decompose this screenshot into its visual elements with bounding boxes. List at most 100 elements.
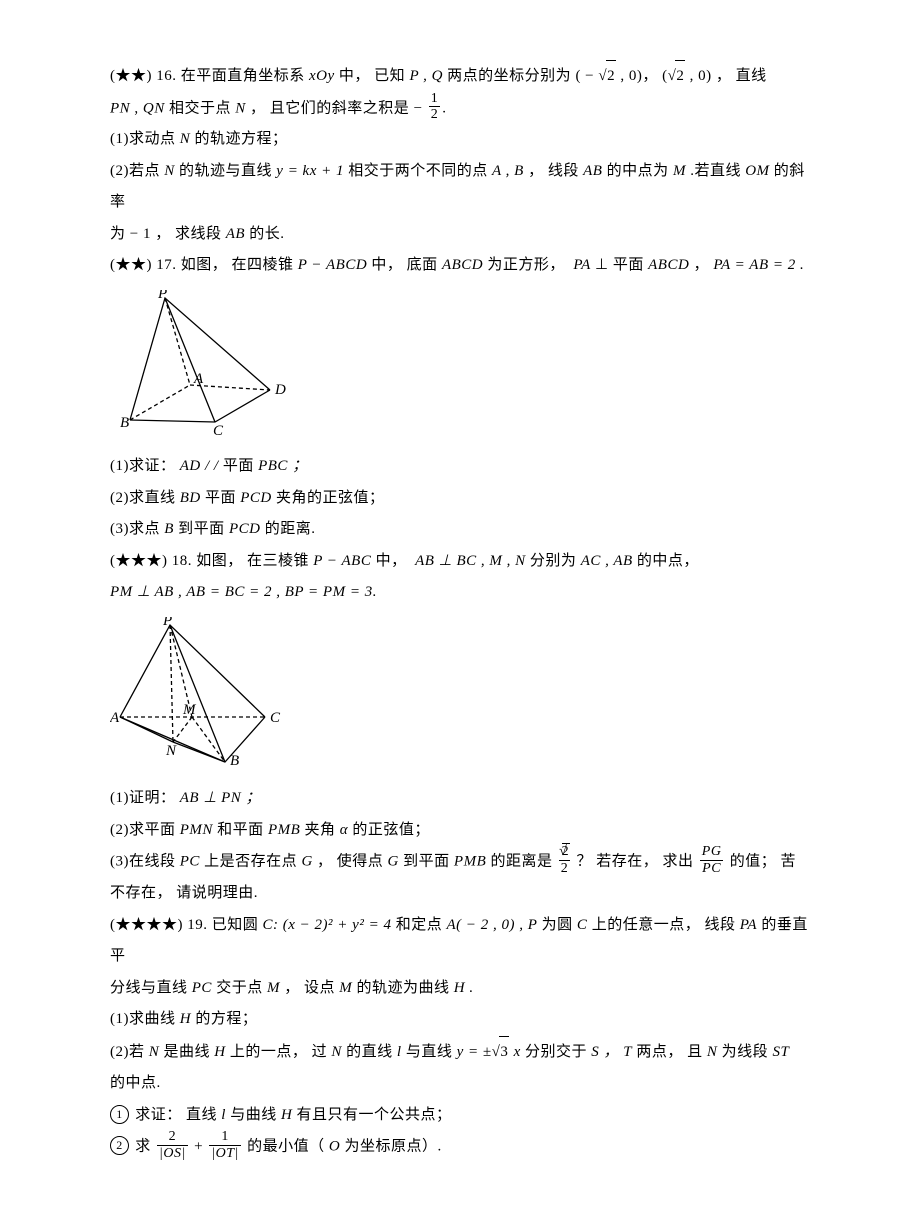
t: 的方程； [195,1011,257,1027]
num: 2 [157,1129,188,1144]
math-n: N [149,1044,160,1060]
fig18-M: M [182,702,197,718]
t: 的轨迹与直线 [179,163,276,179]
math-n: N [180,131,191,147]
math-ad: AD / / [180,458,219,474]
num: 1 [429,91,441,106]
t: 中， 底面 [371,257,442,273]
math-h: H . [454,980,474,996]
t: 两点， 且 [636,1044,707,1060]
t: 平面 [205,490,240,506]
fig17-A: A [193,371,204,387]
fig18-N: N [165,743,177,759]
math-ceq: : (x − 2)² + y² = 4 [273,917,391,933]
den: 2 [559,860,571,876]
t: 不存在， 请说明理由. [110,885,258,901]
rad: 2 [606,60,616,93]
circled-2: 2 [110,1136,129,1155]
math-c: C [577,917,588,933]
math-bd: BD [180,490,201,506]
q16-line1: (★★) 16. 在平面直角坐标系 xOy 中， 已知 P , Q 两点的坐标分… [110,60,820,93]
q19-line2: 分线与直线 PC 交于点 M ， 设点 M 的轨迹为曲线 H . [110,973,820,1005]
q17-figure: P A B C D [110,290,820,448]
q16-p1: (1)求动点 N 的轨迹方程； [110,124,820,156]
math-h: H [281,1107,292,1123]
t: 分别交于 [525,1044,591,1060]
math-a: A( − 2 , 0) , P [446,917,537,933]
t: 到平面 [403,854,454,870]
fig17-P: P [157,290,167,302]
q19-line1: (★★★★) 19. 已知圆 C: (x − 2)² + y² = 4 和定点 … [110,910,820,973]
t: 的中点， [637,553,699,569]
t: 上是否存在点 [204,854,301,870]
t: 为坐标原点）. [345,1138,442,1154]
den: |OS| [157,1145,188,1161]
q16-line2: PN , QN 相交于点 N ， 且它们的斜率之积是 − 12. [110,93,820,125]
t: 在平面直角坐标系 [181,68,309,84]
rad: 2 [675,60,685,93]
math-pmb: PMB [454,854,486,870]
t: 的直线 [346,1044,397,1060]
num: PG [700,844,724,859]
q17-p3: (3)求点 B 到平面 PCD 的距离. [110,514,820,546]
math-pmb: PMB [268,822,300,838]
t: (1)证明： [110,790,180,806]
t: 为线段 [722,1044,773,1060]
q19-p2: (2)若 N 是曲线 H 上的一点， 过 N 的直线 l 与直线 y = ±3 … [110,1036,820,1069]
math-abbc: AB ⊥ BC , M , N [415,553,526,569]
t: ， 且它们的斜率之积是 [250,100,414,116]
math-n: N [331,1044,342,1060]
q19-stars: (★★★★) 19. [110,917,212,933]
math-pcseg: PC [192,980,212,996]
math-pc: PC [180,854,200,870]
math-pbc: PBC ； [258,458,308,474]
t: 夹角 [305,822,340,838]
t: 与直线 [406,1044,457,1060]
math-om: OM [745,163,769,179]
t: 中， 已知 [339,68,410,84]
t: ？ 若存在， 求出 [577,854,698,870]
fig17-C: C [213,423,224,435]
math-alpha: α [340,822,348,838]
t: 有且只有一个公共点； [297,1107,452,1123]
math-xoy: xOy [309,68,335,84]
math-abcd: ABCD [442,257,483,273]
t: (1)求动点 [110,131,180,147]
math-stseg: ST [772,1044,789,1060]
t: (2)求平面 [110,822,180,838]
math-abseg: AB [583,163,602,179]
q18-line2: PM ⊥ AB , AB = BC = 2 , BP = PM = 3. [110,577,820,609]
t: .若直线 [690,163,745,179]
math-paseg: PA [740,917,757,933]
t: 上的任意一点， 线段 [592,917,740,933]
t: 分线与直线 [110,980,192,996]
t: 中， [376,553,407,569]
q16-stars: (★★) 16. [110,68,181,84]
q19-c1: 1 求证： 直线 l 与曲线 H 有且只有一个公共点； [110,1100,820,1132]
math-pa: PA [573,257,590,273]
math-m: M [339,980,352,996]
t: 和定点 [396,917,447,933]
t: 相交于点 [169,100,235,116]
rad: 3 [499,1036,509,1069]
q17-line1: (★★) 17. 如图， 在四棱锥 P − ABCD 中， 底面 ABCD 为正… [110,250,820,282]
math-yk: y = kx + 1 [276,163,344,179]
t: 求证： 直线 [135,1107,221,1123]
q18-p3b: 不存在， 请说明理由. [110,878,820,910]
fig18-B: B [230,753,239,767]
math-abseg: AB [226,226,245,242]
t: (2)若点 [110,163,164,179]
math-g: G [301,854,312,870]
math-o: O [329,1138,340,1154]
num: 2√ [559,844,571,859]
math-abcd: ABCD [648,257,689,273]
math-pabc: P − ABC [313,553,371,569]
math-paab: PA = AB = 2 . [713,257,804,273]
q16-p2b: 为 − 1 ， 求线段 AB 的长. [110,219,820,251]
math-m: M [267,980,280,996]
fig18-C: C [270,710,281,726]
math-g: G [388,854,399,870]
t: 是曲线 [164,1044,215,1060]
t: 的最小值（ [247,1138,329,1154]
t: 交于点 [216,980,267,996]
